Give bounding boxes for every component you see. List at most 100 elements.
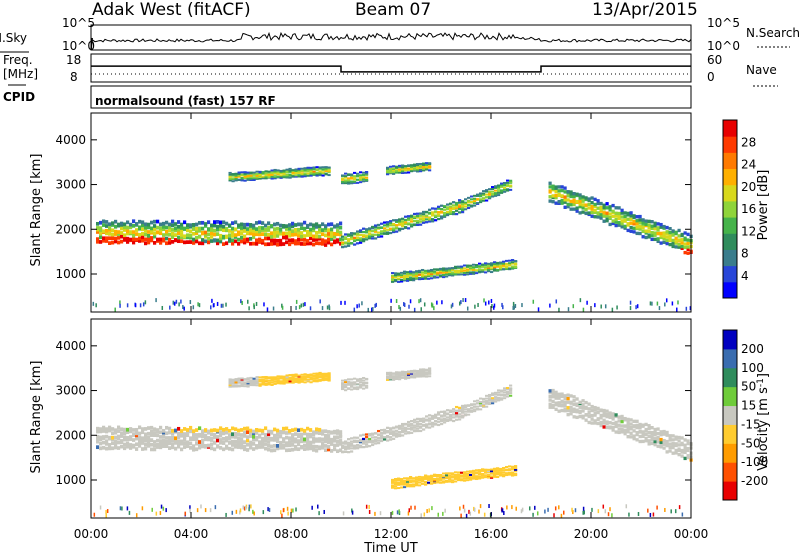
range-cell [406, 485, 410, 488]
range-cell [380, 235, 384, 238]
range-cell [368, 440, 372, 444]
range-cell [303, 431, 307, 436]
range-cell [425, 167, 429, 170]
range-cell [213, 238, 217, 242]
ground-clutter-cell [281, 305, 284, 310]
ground-clutter-cell [292, 508, 294, 513]
range-cell [171, 428, 175, 433]
range-cell [596, 201, 600, 206]
range-cell [410, 420, 414, 423]
range-cell [144, 222, 148, 227]
range-cell [273, 227, 277, 232]
range-cell [485, 397, 489, 400]
range-cell [315, 372, 319, 375]
range-cell [575, 415, 579, 420]
range-cell [458, 409, 462, 412]
range-cell [234, 235, 238, 239]
range-cell [476, 402, 480, 405]
range-cell [551, 403, 555, 408]
range-cell [219, 440, 223, 445]
range-cell [171, 239, 175, 244]
range-cell [665, 433, 669, 437]
range-cell [479, 195, 483, 198]
range-cell [249, 175, 253, 178]
range-cell [362, 387, 366, 390]
range-cell [105, 429, 109, 434]
beam-title: Beam 07 [355, 0, 432, 20]
range-cell [318, 236, 322, 241]
range-cell [264, 383, 268, 386]
range-cell [350, 383, 354, 386]
range-cell [353, 238, 357, 241]
range-cell [665, 235, 669, 239]
ground-clutter-cell [344, 300, 346, 305]
range-cell [578, 193, 582, 197]
range-cell [410, 218, 414, 221]
range-cell [674, 437, 678, 441]
range-cell [344, 241, 348, 244]
range-cell [195, 231, 199, 235]
range-cell [303, 220, 307, 225]
range-cell [683, 231, 687, 235]
range-cell [159, 430, 163, 435]
range-cell [409, 270, 413, 273]
range-cell [231, 439, 235, 444]
range-cell [647, 235, 651, 239]
range-cell [407, 227, 411, 230]
range-cell [416, 427, 420, 430]
range-cell [288, 242, 292, 247]
range-cell [455, 212, 459, 216]
range-cell [458, 204, 462, 207]
range-cell [506, 392, 510, 395]
power-colorbar-segment [723, 136, 737, 153]
range-cell [407, 423, 411, 426]
range-cell [297, 374, 301, 377]
ground-clutter-cell [560, 513, 563, 518]
range-cell [321, 443, 325, 448]
range-cell [419, 168, 423, 171]
range-cell [99, 226, 103, 231]
range-cell [428, 414, 432, 417]
range-cell [602, 214, 606, 218]
range-cell [108, 446, 112, 451]
range-cell [231, 381, 235, 384]
range-cell [391, 486, 395, 489]
range-cell [491, 188, 495, 191]
range-cell [593, 411, 597, 416]
ground-clutter-cell [532, 299, 535, 304]
range-cell [213, 435, 217, 440]
range-cell [389, 227, 393, 230]
range-cell [153, 234, 157, 239]
range-cell [413, 223, 417, 226]
ground-clutter-cell [172, 300, 175, 305]
range-cell [415, 484, 419, 487]
range-cell [443, 421, 447, 424]
range-cell [436, 268, 440, 271]
range-cell [380, 226, 384, 229]
range-cell [581, 399, 585, 403]
range-cell [410, 423, 414, 426]
range-cell [321, 441, 325, 446]
power-colorbar-frame [722, 119, 738, 299]
range-cell [249, 241, 253, 246]
range-cell [339, 433, 343, 438]
time-tick-label: 04:00 [174, 527, 209, 541]
range-cell [135, 431, 139, 436]
range-cell [514, 469, 518, 472]
range-cell [415, 478, 419, 481]
range-cell [120, 239, 124, 244]
range-cell [318, 166, 322, 169]
range-cell [177, 435, 181, 440]
range-cell [117, 232, 121, 237]
range-cell [276, 379, 280, 382]
ground-clutter-cell [161, 305, 164, 310]
range-cell [297, 170, 301, 173]
range-cell [419, 422, 423, 426]
range-cell [132, 432, 136, 436]
range-cell [412, 271, 416, 274]
range-cell [324, 170, 328, 173]
range-cell [665, 241, 669, 246]
range-cell [509, 384, 513, 387]
range-cell [180, 433, 184, 438]
range-cell [291, 381, 295, 384]
